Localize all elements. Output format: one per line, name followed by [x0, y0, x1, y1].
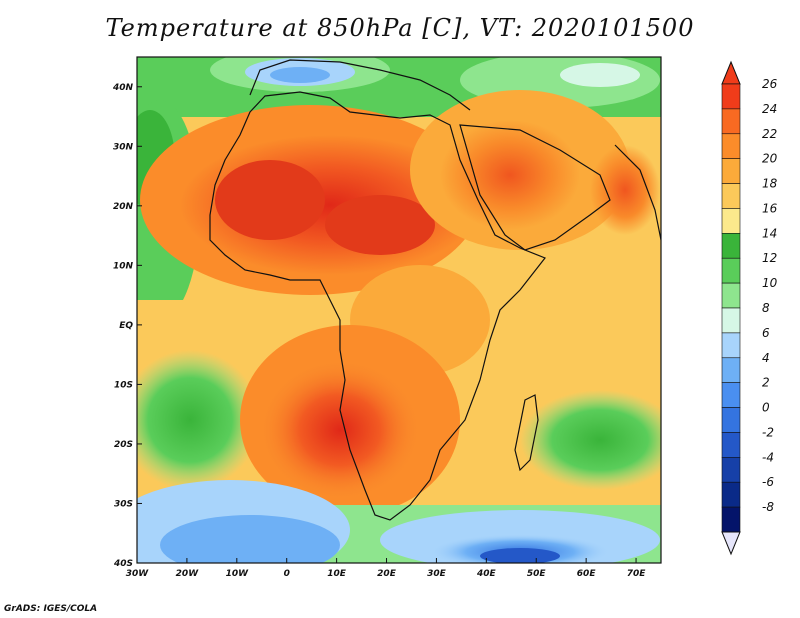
- colorbar-label: 26: [762, 77, 778, 91]
- colorbar-label: 18: [762, 177, 778, 191]
- colorbar-swatch: [721, 257, 741, 284]
- colorbar-swatch: [721, 158, 741, 184]
- colorbar-swatch: [721, 457, 741, 483]
- colorbar-swatch: [721, 83, 741, 110]
- arabia-outline: [459, 124, 611, 251]
- colorbar-label: 14: [762, 226, 777, 240]
- lon-tick-label: 50E: [527, 569, 547, 579]
- lon-tick-label: 70E: [627, 569, 647, 579]
- india-outline: [614, 144, 661, 241]
- lat-tick-label: 30N: [113, 142, 134, 152]
- europe-outline: [249, 59, 471, 111]
- lon-tick-label: 0: [284, 569, 290, 579]
- colorbar-label: -2: [762, 425, 774, 439]
- colorbar-label: -8: [762, 500, 774, 514]
- colorbar-label: 20: [762, 152, 778, 166]
- credit-label: GrADS: IGES/COLA: [4, 604, 98, 614]
- colorbar-swatch: [721, 432, 741, 458]
- colorbar-label: 12: [762, 251, 777, 265]
- lat-tick-label: 40S: [113, 559, 133, 569]
- lon-tick-label: 30E: [427, 569, 447, 579]
- lat-tick-label: 30S: [114, 499, 133, 509]
- colorbar-label: -6: [762, 475, 774, 489]
- colorbar-swatch: [721, 208, 741, 234]
- colorbar-label: 22: [762, 127, 777, 141]
- colorbar-swatch: [721, 407, 741, 433]
- colorbar-swatch: [721, 233, 741, 259]
- colorbar-label: 4: [762, 351, 770, 365]
- colorbar-swatch: [721, 481, 741, 508]
- colorbar-swatch: [721, 506, 741, 533]
- colorbar-label: 16: [762, 201, 778, 215]
- lat-tick-label: 10S: [114, 380, 133, 390]
- lon-tick-label: 60E: [577, 569, 597, 579]
- colorbar-min-arrow: [721, 531, 741, 556]
- colorbar-label: 6: [762, 326, 770, 340]
- lon-tick-label: 10W: [226, 569, 250, 579]
- colorbar-label: 24: [762, 102, 777, 116]
- lat-tick-label: 20N: [113, 202, 134, 212]
- colorbar-label: 10: [762, 276, 778, 290]
- colorbar-swatch: [721, 282, 741, 309]
- map-title: Temperature at 850hPa [C], VT: 202010150…: [105, 14, 695, 42]
- lon-tick-label: 30W: [126, 569, 150, 579]
- plot-frame: [136, 56, 662, 564]
- madagascar-outline: [514, 394, 539, 472]
- colorbar-swatch: [721, 183, 741, 209]
- lon-tick-label: 10E: [327, 569, 347, 579]
- lat-tick-label: 40N: [112, 83, 134, 93]
- africa-outline: [209, 91, 546, 521]
- colorbar-max-arrow: [721, 60, 741, 85]
- coastlines: [209, 59, 661, 521]
- lon-tick-label: 20E: [377, 569, 397, 579]
- lon-tick-label: 40E: [476, 569, 497, 579]
- colorbar-swatch: [721, 307, 741, 334]
- colorbar-label: 2: [762, 376, 770, 390]
- lon-tick-label: 20W: [176, 569, 200, 579]
- colorbar-swatch: [721, 108, 741, 135]
- temperature-field: [137, 57, 661, 563]
- colorbar-swatch: [721, 382, 741, 408]
- axis-ticks: 30W 20W 10W 0 10E 20E 30E 40E 50E 60E 70E 40N 30N 20N…: [112, 83, 646, 579]
- colorbar-label: 8: [762, 301, 770, 315]
- lat-tick-label: EQ: [119, 321, 133, 331]
- colorbar-label: -4: [762, 450, 774, 464]
- colorbar-swatch: [721, 332, 741, 359]
- colorbar-label: 0: [762, 401, 770, 415]
- lat-tick-label: 10N: [113, 261, 134, 271]
- colorbar-swatch: [721, 357, 741, 383]
- colorbar-swatch: [721, 133, 741, 159]
- lat-tick-label: 20S: [114, 440, 133, 450]
